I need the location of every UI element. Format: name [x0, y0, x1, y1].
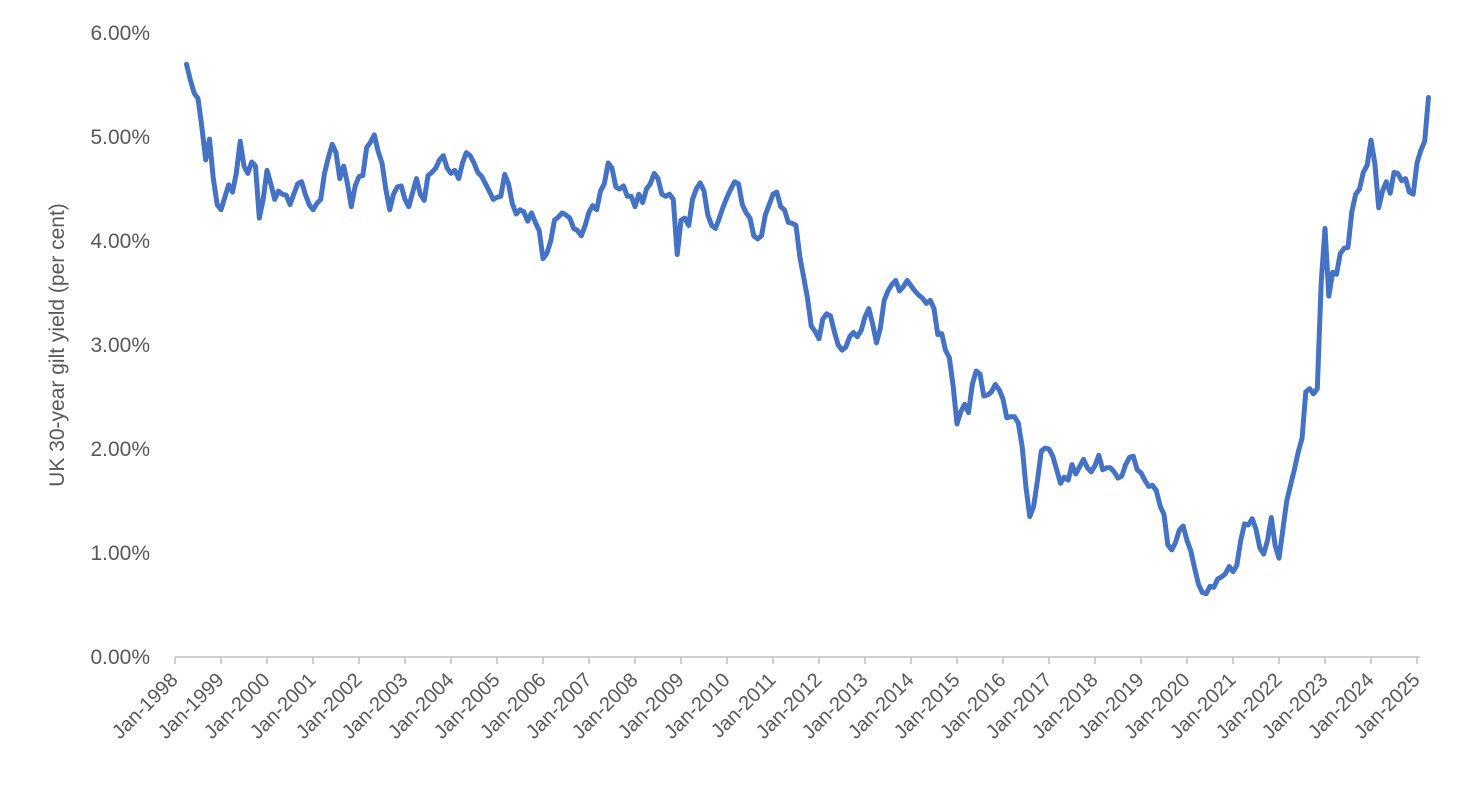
y-tick-label: 6.00% [90, 22, 150, 45]
series-group [184, 61, 1431, 597]
y-tick-label: 2.00% [90, 438, 150, 461]
x-axis-ticks: Jan-1998Jan-1999Jan-2000Jan-2001Jan-2002… [108, 669, 1425, 744]
y-tick-label: 3.00% [90, 334, 150, 357]
y-axis-ticks: 0.00% 1.00% 2.00% 3.00% 4.00% 5.00% 6.00% [90, 22, 150, 669]
y-tick-label: 0.00% [90, 646, 150, 669]
series-line [184, 61, 1431, 597]
y-tick-label: 5.00% [90, 126, 150, 149]
y-tick-label: 4.00% [90, 230, 150, 253]
y-axis-title: UK 30-year gilt yield (per cent) [46, 203, 69, 487]
y-tick-label: 1.00% [90, 542, 150, 565]
x-axis [174, 656, 1420, 664]
